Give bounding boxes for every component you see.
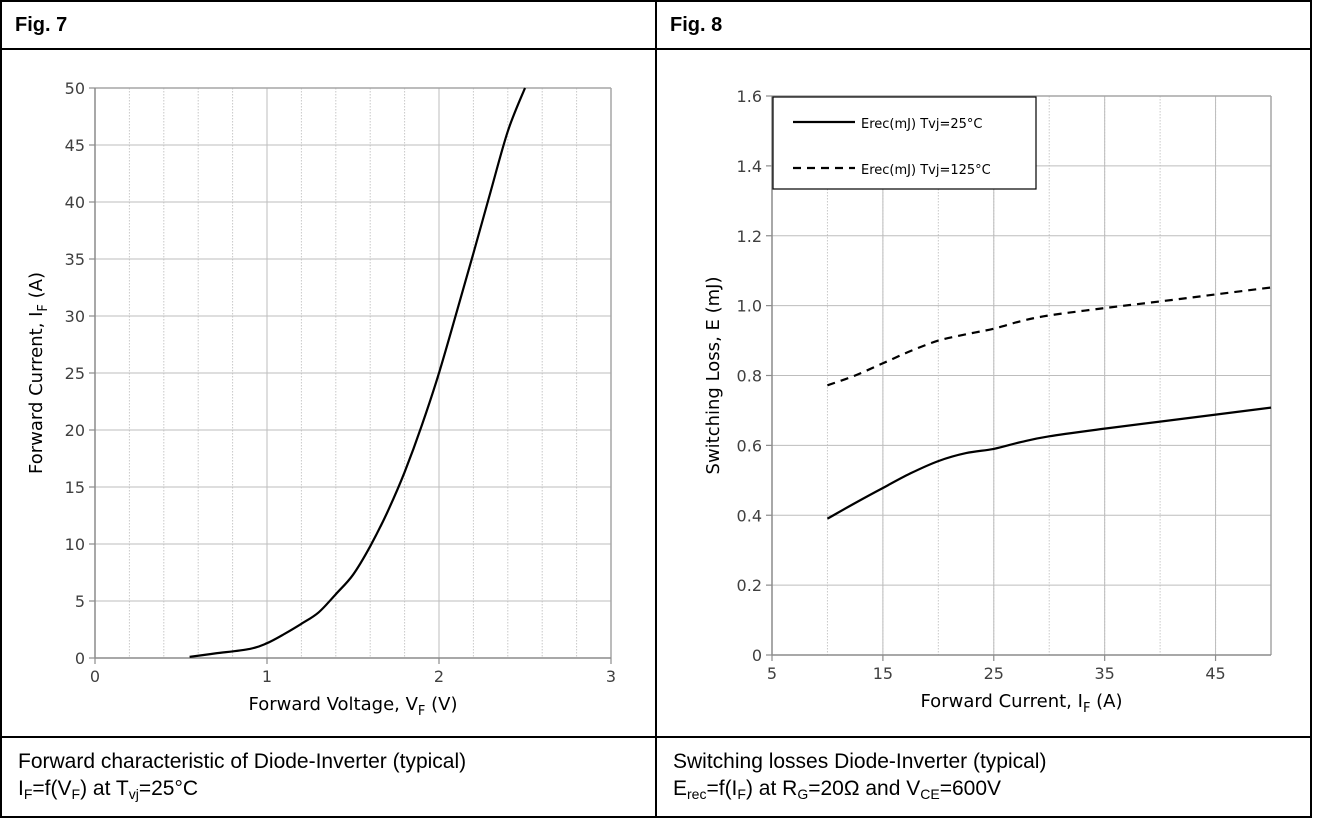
chart0-x-tick-label: 1 bbox=[262, 667, 272, 686]
chart0-x-axis-label: Forward Voltage, VF (V) bbox=[249, 694, 458, 719]
chart1-legend-box bbox=[772, 96, 1037, 190]
chart1-y-tick-label: 1.2 bbox=[737, 227, 762, 246]
chart0-y-axis-label-tail: (A) bbox=[26, 272, 47, 304]
chart1-x-tick-label: 5 bbox=[767, 664, 777, 683]
figure-7-caption-line1: Forward characteristic of Diode-Inverter… bbox=[18, 750, 467, 773]
figure-7-chart: 0 5 10 15 20 25 30 35 40 45 50 0 1 2 3 Forward Voltage,… bbox=[2, 50, 655, 736]
chart1-y-tick-label: 0.4 bbox=[737, 506, 762, 525]
chart1-legend-label: Erec(mJ) Tvj=125°C bbox=[861, 163, 991, 178]
chart0-y-tick-label: 5 bbox=[75, 592, 85, 611]
chart1-y-tick-label: 1.4 bbox=[737, 157, 762, 176]
chart0-y-tick-label: 30 bbox=[65, 307, 85, 326]
chart0-x-axis-label-tail: (V) bbox=[425, 694, 457, 715]
chart0-grid bbox=[95, 87, 611, 658]
chart1-x-axis-label-sub: F bbox=[1083, 701, 1090, 716]
figure-7-svg: 0 5 10 15 20 25 30 35 40 45 50 0 1 2 3 Forward Voltage,… bbox=[26, 79, 616, 719]
figure-7-panel: Fig. 7 0 5 10 15 20 25 30 35 40 45 50 0 1 2 3 Forward V… bbox=[0, 0, 657, 818]
chart1-y-tick-label: 1.6 bbox=[737, 87, 762, 106]
figure-8-caption: Switching losses Diode-Inverter (typical… bbox=[657, 736, 1310, 816]
chart1-x-tick-label: 35 bbox=[1094, 664, 1114, 683]
chart1-x-tick-label: 15 bbox=[873, 664, 893, 683]
chart0-x-tick-label: 3 bbox=[606, 667, 616, 686]
chart1-y-axis-label: Switching Loss, E (mJ) bbox=[703, 277, 724, 475]
figure-8-panel: Fig. 8 0 0.2 0.4 0.6 0.8 1.0 1.2 1.4 1.6 5 15 25 35 4… bbox=[655, 0, 1312, 818]
chart0-y-tick-label: 0 bbox=[75, 649, 85, 668]
chart1-x-tick-label: 45 bbox=[1205, 664, 1225, 683]
chart1-x-axis-label-main: Forward Current, I bbox=[920, 691, 1082, 712]
chart0-y-tick-label: 50 bbox=[65, 79, 85, 98]
chart0-y-tick-label: 40 bbox=[65, 193, 85, 212]
chart1-legend-label: Erec(mJ) Tvj=25°C bbox=[861, 117, 982, 132]
chart1-y-tick-label: 1.0 bbox=[737, 297, 762, 316]
chart0-y-axis-label-sub: F bbox=[36, 304, 51, 311]
chart0-y-tick-label: 35 bbox=[65, 250, 85, 269]
chart0-y-tick-label: 15 bbox=[65, 478, 85, 497]
chart1-series-1-line bbox=[827, 286, 1272, 387]
chart0-y-tick-label: 45 bbox=[65, 136, 85, 155]
figure-8-svg: 0 0.2 0.4 0.6 0.8 1.0 1.2 1.4 1.6 5 15 25 35 45 Forwar… bbox=[703, 87, 1272, 716]
chart1-y-tick-label: 0.2 bbox=[737, 576, 762, 595]
chart0-y-tick-label: 10 bbox=[65, 535, 85, 554]
chart0-y-tick-label: 25 bbox=[65, 364, 85, 383]
chart1-series-0-line bbox=[826, 406, 1272, 520]
figure-8-chart: 0 0.2 0.4 0.6 0.8 1.0 1.2 1.4 1.6 5 15 25 35 45 Forwar… bbox=[657, 50, 1310, 736]
chart0-y-axis-label-main: Forward Current, I bbox=[26, 312, 47, 474]
chart0-x-tick-label: 0 bbox=[90, 667, 100, 686]
chart1-x-axis-label-tail: (A) bbox=[1090, 691, 1122, 712]
chart1-x-tick-label: 25 bbox=[984, 664, 1004, 683]
chart0-x-axis-label-main: Forward Voltage, V bbox=[249, 694, 419, 715]
chart1-y-tick-label: 0 bbox=[752, 646, 762, 665]
chart1-x-axis-label: Forward Current, IF (A) bbox=[920, 691, 1122, 716]
chart1-y-tick-label: 0.6 bbox=[737, 436, 762, 455]
figure-8-caption-line1: Switching losses Diode-Inverter (typical… bbox=[673, 750, 1047, 773]
chart0-y-axis-label: Forward Current, IF (A) bbox=[26, 272, 51, 474]
chart1-legend: Erec(mJ) Tvj=25°C Erec(mJ) Tvj=125°C bbox=[772, 96, 1037, 190]
figure-8-title: Fig. 8 bbox=[657, 2, 1310, 50]
chart0-x-axis-label-sub: F bbox=[418, 704, 425, 719]
chart0-series-0-line bbox=[189, 87, 527, 658]
chart0-y-tick-label: 20 bbox=[65, 421, 85, 440]
figure-7-title: Fig. 7 bbox=[2, 2, 655, 50]
chart1-y-axis-label-main: Switching Loss, E (mJ) bbox=[703, 277, 724, 475]
figure-7-caption: Forward characteristic of Diode-Inverter… bbox=[2, 736, 655, 816]
chart0-x-tick-label: 2 bbox=[434, 667, 444, 686]
figure-7-caption-line2: IF=f(VF) at Tvj=25°C bbox=[18, 777, 199, 802]
figure-8-caption-line2: Erec=f(IF) at RG=20Ω and VCE=600V bbox=[673, 777, 1002, 802]
chart1-y-tick-label: 0.8 bbox=[737, 367, 762, 386]
